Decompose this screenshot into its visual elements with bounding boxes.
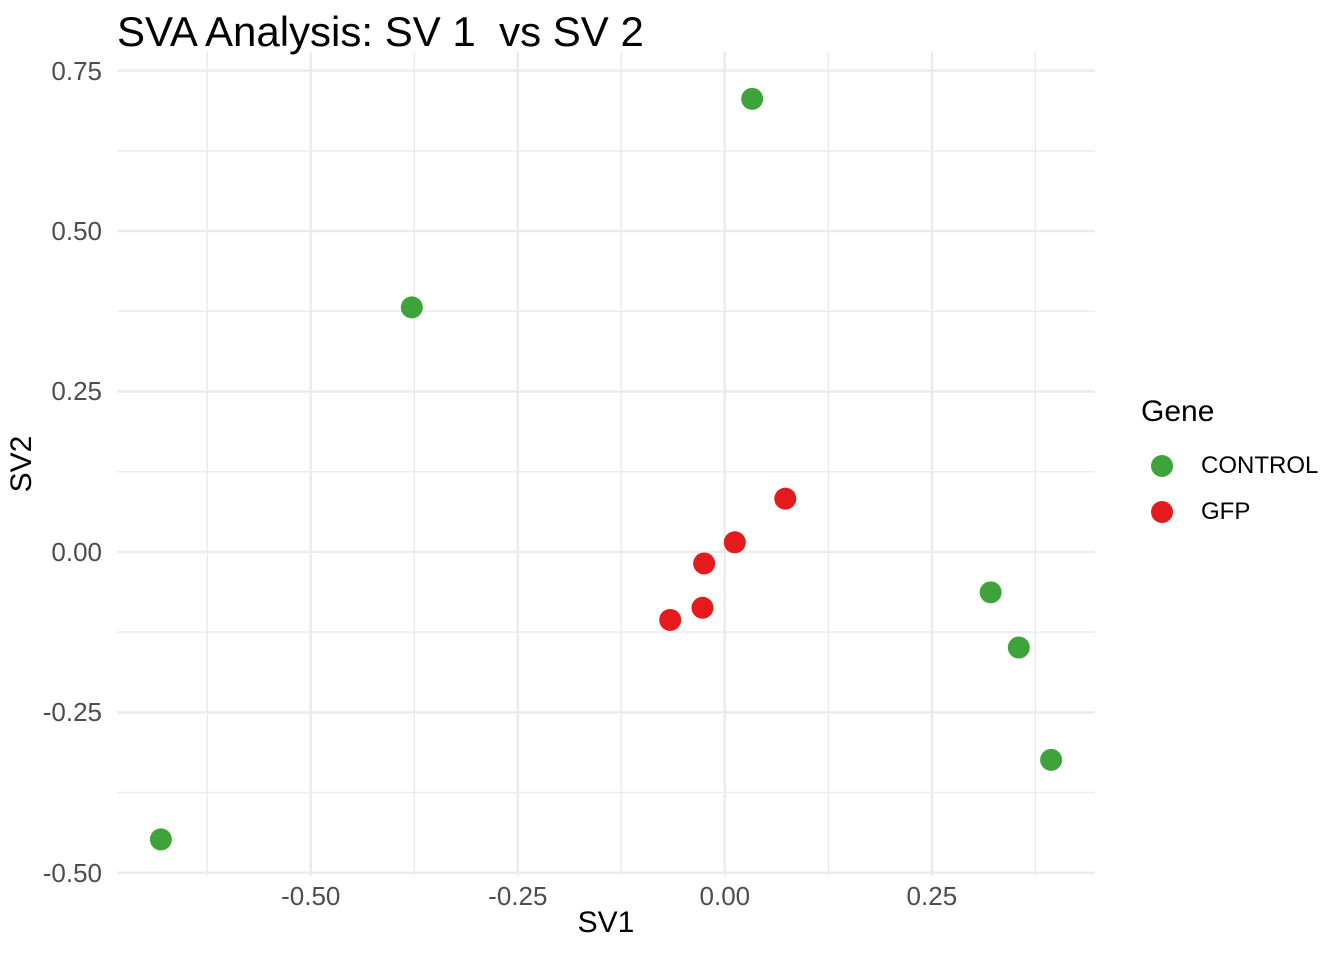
data-point-gfp xyxy=(693,552,716,575)
data-point-control xyxy=(1007,636,1030,659)
data-point-control xyxy=(741,87,764,110)
y-tick-label: -0.50 xyxy=(42,857,102,888)
data-point-control xyxy=(1040,748,1063,771)
y-tick-label: 0.50 xyxy=(51,216,102,247)
data-point-gfp xyxy=(691,596,714,619)
x-tick-label: -0.25 xyxy=(488,881,548,911)
legend-title: Gene xyxy=(1141,395,1215,428)
x-tick-label: 0.00 xyxy=(699,881,751,911)
x-tick-label: 0.25 xyxy=(906,881,958,911)
x-axis-title: SV1 xyxy=(577,906,635,939)
gfp-legend-dot-icon xyxy=(1151,501,1173,523)
y-tick-label: 0.00 xyxy=(51,536,102,567)
data-point-control xyxy=(400,296,423,319)
chart-title: SVA Analysis: SV 1 vs SV 2 xyxy=(117,8,644,55)
legend-entry-gfp: GFP xyxy=(1141,489,1318,535)
data-point-gfp xyxy=(723,531,746,554)
data-point-control xyxy=(979,581,1002,604)
y-tick-label: -0.25 xyxy=(42,697,102,728)
control-legend-dot-icon xyxy=(1151,455,1173,477)
legend-label-gfp: GFP xyxy=(1201,498,1251,525)
data-point-gfp xyxy=(774,487,797,510)
legend-entry-control: CONTROL xyxy=(1141,443,1318,489)
x-tick-label: -0.50 xyxy=(281,881,341,911)
legend: Gene CONTROL GFP xyxy=(1141,396,1318,535)
y-tick-label: 0.75 xyxy=(51,55,102,86)
y-tick-label: 0.25 xyxy=(51,376,102,407)
data-point-control xyxy=(149,828,172,851)
y-axis-title: SV2 xyxy=(5,435,38,493)
data-point-gfp xyxy=(659,608,682,631)
legend-label-control: CONTROL xyxy=(1201,452,1319,479)
